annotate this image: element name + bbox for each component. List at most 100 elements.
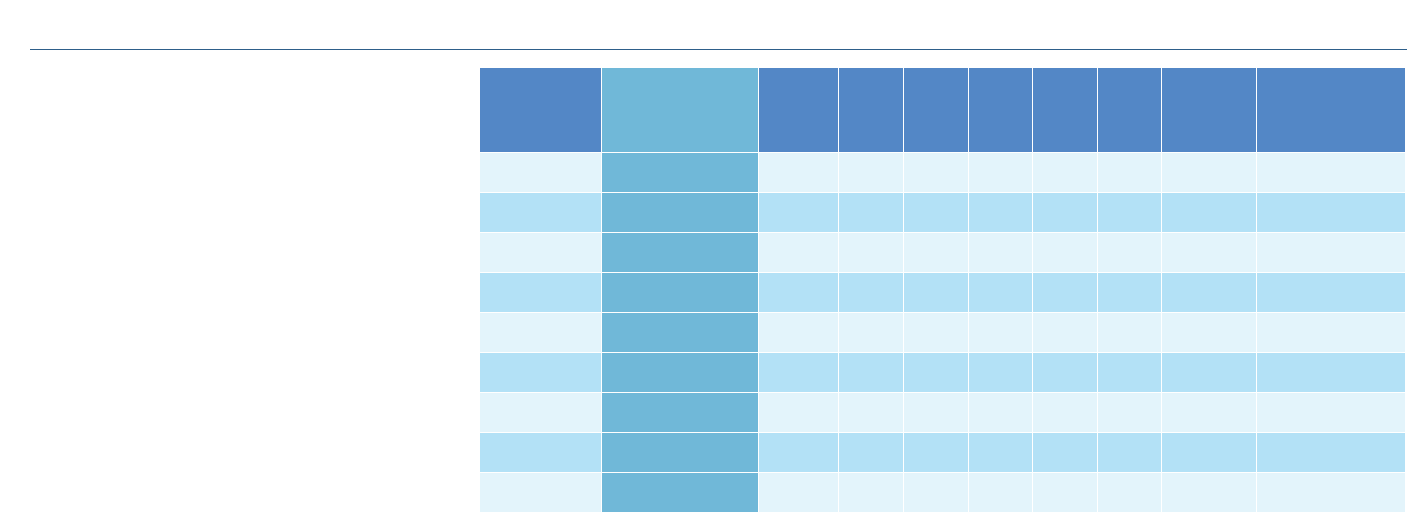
table-cell xyxy=(904,473,968,512)
table-cell xyxy=(904,313,968,352)
table-cell xyxy=(839,353,903,392)
table-cell xyxy=(759,273,838,312)
table-cell xyxy=(969,433,1032,472)
table-cell xyxy=(759,233,838,272)
table-cell xyxy=(1257,433,1405,472)
table-cell xyxy=(1033,193,1097,232)
table-cell xyxy=(904,393,968,432)
table-cell xyxy=(1098,273,1161,312)
table-cell xyxy=(839,433,903,472)
table-cell xyxy=(1033,433,1097,472)
table-cell xyxy=(1098,393,1161,432)
header-cell xyxy=(1033,68,1097,152)
table-cell xyxy=(1098,233,1161,272)
table-cell xyxy=(1098,193,1161,232)
table-cell xyxy=(602,233,758,272)
table-cell xyxy=(1162,433,1256,472)
divider xyxy=(30,49,1407,50)
table-cell xyxy=(1033,273,1097,312)
table-cell xyxy=(759,153,838,192)
table-cell xyxy=(602,193,758,232)
table-cell xyxy=(839,193,903,232)
table-cell xyxy=(1257,313,1405,352)
header-cell xyxy=(602,68,758,152)
table-cell xyxy=(759,353,838,392)
table-cell xyxy=(480,433,601,472)
table-cell xyxy=(759,313,838,352)
table-cell xyxy=(1033,233,1097,272)
table-cell xyxy=(602,153,758,192)
table-cell xyxy=(969,313,1032,352)
table-cell xyxy=(480,153,601,192)
table-cell xyxy=(839,393,903,432)
table-cell xyxy=(1162,233,1256,272)
header-cell xyxy=(1162,68,1256,152)
table-cell xyxy=(1257,193,1405,232)
header-cell xyxy=(1098,68,1161,152)
table-cell xyxy=(904,273,968,312)
table-cell xyxy=(969,393,1032,432)
table-cell xyxy=(1162,353,1256,392)
table-cell xyxy=(1257,153,1405,192)
table-cell xyxy=(904,153,968,192)
table-cell xyxy=(480,473,601,512)
table-cell xyxy=(839,273,903,312)
table-cell xyxy=(1162,313,1256,352)
table-cell xyxy=(969,473,1032,512)
header-cell xyxy=(480,68,601,152)
table-cell xyxy=(969,153,1032,192)
table-cell xyxy=(1098,433,1161,472)
table-cell xyxy=(759,393,838,432)
table-cell xyxy=(602,393,758,432)
table-cell xyxy=(480,393,601,432)
table-cell xyxy=(602,313,758,352)
table-cell xyxy=(480,353,601,392)
table-cell xyxy=(1098,353,1161,392)
table-cell xyxy=(480,273,601,312)
table-cell xyxy=(1098,473,1161,512)
table-cell xyxy=(1257,393,1405,432)
table-cell xyxy=(904,233,968,272)
table-cell xyxy=(602,473,758,512)
table-cell xyxy=(759,433,838,472)
table-cell xyxy=(839,233,903,272)
table-cell xyxy=(1257,353,1405,392)
table-cell xyxy=(839,313,903,352)
table-cell xyxy=(969,193,1032,232)
table-cell xyxy=(759,473,838,512)
table-cell xyxy=(1098,153,1161,192)
table-cell xyxy=(1257,273,1405,312)
table-cell xyxy=(1162,473,1256,512)
table-cell xyxy=(480,193,601,232)
table-cell xyxy=(904,433,968,472)
header-cell xyxy=(759,68,838,152)
table xyxy=(480,68,1405,512)
table-cell xyxy=(602,353,758,392)
table-cell xyxy=(1098,313,1161,352)
table-cell xyxy=(839,153,903,192)
header-cell xyxy=(1257,68,1405,152)
table-cell xyxy=(1162,393,1256,432)
table-cell xyxy=(969,233,1032,272)
table-cell xyxy=(759,193,838,232)
table-cell xyxy=(602,273,758,312)
table-cell xyxy=(969,273,1032,312)
header-cell xyxy=(839,68,903,152)
table-cell xyxy=(839,473,903,512)
table-cell xyxy=(969,353,1032,392)
table-cell xyxy=(602,433,758,472)
table-cell xyxy=(1033,153,1097,192)
table-cell xyxy=(480,313,601,352)
table-cell xyxy=(1033,393,1097,432)
header-cell xyxy=(904,68,968,152)
table-cell xyxy=(1033,313,1097,352)
table-cell xyxy=(480,233,601,272)
table-cell xyxy=(1162,153,1256,192)
table-cell xyxy=(1162,193,1256,232)
table-cell xyxy=(1033,473,1097,512)
table-cell xyxy=(1033,353,1097,392)
table-cell xyxy=(904,353,968,392)
table-cell xyxy=(1162,273,1256,312)
table-cell xyxy=(904,193,968,232)
